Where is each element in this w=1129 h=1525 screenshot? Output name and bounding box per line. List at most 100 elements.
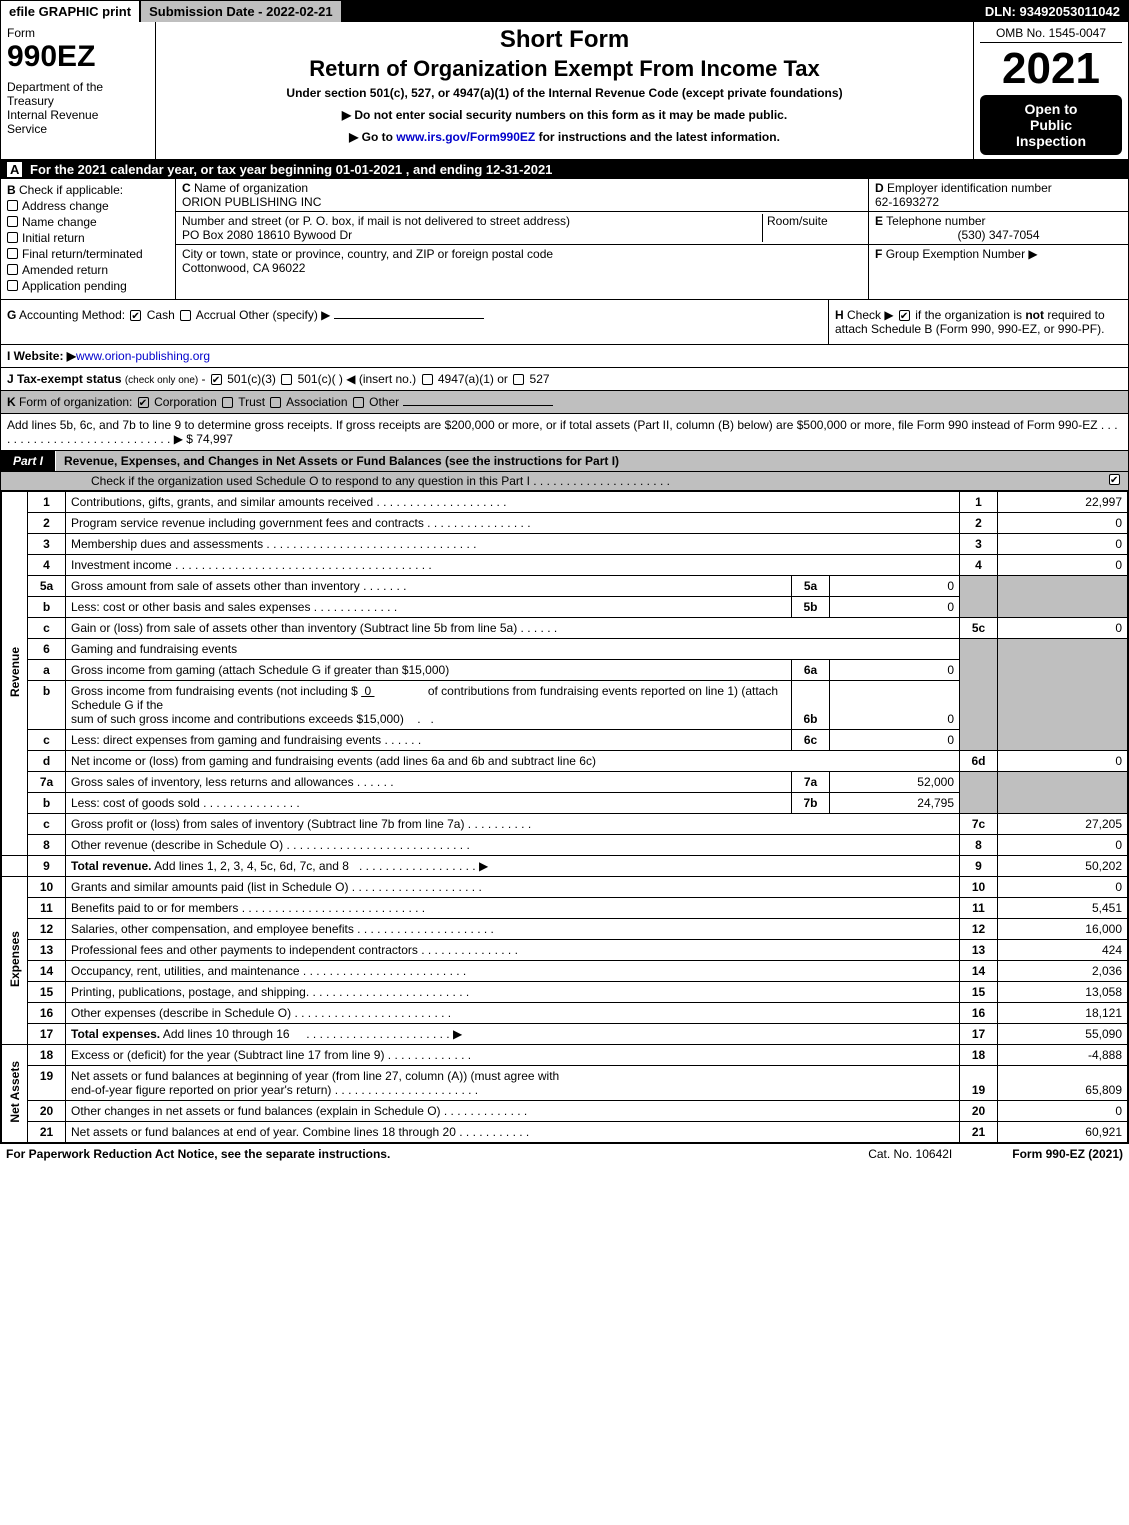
omb-number: OMB No. 1545-0047 [980,26,1122,43]
footer-mid: Cat. No. 10642I [868,1147,952,1161]
ln-16-desc: Other expenses (describe in Schedule O) … [66,1003,960,1024]
b-label: Check if applicable: [19,183,123,197]
ln-6a-desc: Gross income from gaming (attach Schedul… [66,660,792,681]
part-1-title: Revenue, Expenses, and Changes in Net As… [56,451,1128,471]
ln-21-ref: 21 [960,1122,998,1143]
submission-date: Submission Date - 2022-02-21 [141,1,343,22]
note-1: ▶ Do not enter social security numbers o… [162,108,967,122]
ln-18-val: -4,888 [998,1045,1128,1066]
chk-schedule-b[interactable] [899,310,910,321]
ln-6d-desc: Net income or (loss) from gaming and fun… [66,751,960,772]
top-bar: efile GRAPHIC print Submission Date - 20… [1,1,1128,22]
chk-501c3[interactable] [211,374,222,385]
row-l: Add lines 5b, 6c, and 7b to line 9 to de… [1,414,1128,451]
part-1-sub: Check if the organization used Schedule … [1,472,1128,491]
ln-17-desc: Total expenses. Add lines 10 through 16 … [66,1024,960,1045]
subtitle: Under section 501(c), 527, or 4947(a)(1)… [162,86,967,100]
ln-20-ref: 20 [960,1101,998,1122]
chk-final-return[interactable] [7,248,18,259]
ln-6b-val: 0 [830,681,960,730]
ln-6d-ref: 6d [960,751,998,772]
chk-association[interactable] [270,397,281,408]
col-def: D Employer identification number 62-1693… [868,179,1128,299]
ln-20-val: 0 [998,1101,1128,1122]
chk-schedule-o-part1[interactable] [1109,474,1120,485]
ln-7a-desc: Gross sales of inventory, less returns a… [66,772,792,793]
ln-6-desc: Gaming and fundraising events [66,639,960,660]
ln-7b-val: 24,795 [830,793,960,814]
ln-17-ref: 17 [960,1024,998,1045]
b-item-3: Final return/terminated [22,247,143,261]
ln-11-ref: 11 [960,898,998,919]
ln-2-val: 0 [998,513,1128,534]
ln-7a-ref: 7a [792,772,830,793]
b-item-1: Name change [22,215,97,229]
col-c: C Name of organization ORION PUBLISHING … [176,179,868,299]
row-g: G Accounting Method: Cash Accrual Other … [1,300,828,345]
chk-initial-return[interactable] [7,232,18,243]
ln-2-desc: Program service revenue including govern… [66,513,960,534]
header-right: OMB No. 1545-0047 2021 Open toPublicInsp… [973,22,1128,159]
chk-501c[interactable] [281,374,292,385]
ln-1-ref: 1 [960,492,998,513]
c-addr-label: Number and street (or P. O. box, if mail… [182,214,570,228]
section-bcdef: B Check if applicable: Address change Na… [1,179,1128,300]
irs-link[interactable]: www.irs.gov/Form990EZ [396,130,535,144]
chk-other-org[interactable] [353,397,364,408]
form-word: Form [7,26,149,40]
department: Department of theTreasuryInternal Revenu… [7,80,149,136]
ln-12-desc: Salaries, other compensation, and employ… [66,919,960,940]
part-1-header: Part I Revenue, Expenses, and Changes in… [1,451,1128,472]
chk-address-change[interactable] [7,200,18,211]
ln-19-desc: Net assets or fund balances at beginning… [66,1066,960,1101]
ln-6b-desc: Gross income from fundraising events (no… [66,681,792,730]
ln-6d-val: 0 [998,751,1128,772]
ln-19-val: 65,809 [998,1066,1128,1101]
ln-14-val: 2,036 [998,961,1128,982]
ln-7c-desc: Gross profit or (loss) from sales of inv… [66,814,960,835]
chk-accrual[interactable] [180,310,191,321]
header: Form 990EZ Department of theTreasuryInte… [1,22,1128,160]
chk-cash[interactable] [130,310,141,321]
chk-4947[interactable] [422,374,433,385]
chk-application-pending[interactable] [7,280,18,291]
ln-5c-ref: 5c [960,618,998,639]
d-label: Employer identification number [887,181,1052,195]
row-i: I Website: ▶www.orion-publishing.org [1,345,1128,368]
ln-10-val: 0 [998,877,1128,898]
ln-8-ref: 8 [960,835,998,856]
chk-trust[interactable] [222,397,233,408]
ln-7a-val: 52,000 [830,772,960,793]
efile-label[interactable]: efile GRAPHIC print [1,1,141,22]
form-container: efile GRAPHIC print Submission Date - 20… [0,0,1129,1144]
chk-name-change[interactable] [7,216,18,227]
b-item-4: Amended return [22,263,108,277]
footer: For Paperwork Reduction Act Notice, see … [0,1144,1129,1164]
ln-5a-desc: Gross amount from sale of assets other t… [66,576,792,597]
ln-5a-val: 0 [830,576,960,597]
ln-7b-ref: 7b [792,793,830,814]
ln-7b-desc: Less: cost of goods sold . . . . . . . .… [66,793,792,814]
chk-corporation[interactable] [138,397,149,408]
chk-527[interactable] [513,374,524,385]
expenses-label: Expenses [2,877,28,1045]
ln-4-val: 0 [998,555,1128,576]
org-city: Cottonwood, CA 96022 [182,261,862,275]
ln-6c-ref: 6c [792,730,830,751]
ln-8-val: 0 [998,835,1128,856]
row-a-text: For the 2021 calendar year, or tax year … [30,162,552,177]
ln-9-val: 50,202 [998,856,1128,877]
ln-15-val: 13,058 [998,982,1128,1003]
ln-5b-val: 0 [830,597,960,618]
ln-12-ref: 12 [960,919,998,940]
ln-14-desc: Occupancy, rent, utilities, and maintena… [66,961,960,982]
ln-13-ref: 13 [960,940,998,961]
ln-3-ref: 3 [960,534,998,555]
ln-20-desc: Other changes in net assets or fund bala… [66,1101,960,1122]
website-link[interactable]: www.orion-publishing.org [76,349,210,363]
ln-7c-val: 27,205 [998,814,1128,835]
ln-10-ref: 10 [960,877,998,898]
part-1-table: Revenue 1 Contributions, gifts, grants, … [1,491,1128,1143]
header-left: Form 990EZ Department of theTreasuryInte… [1,22,156,159]
chk-amended-return[interactable] [7,264,18,275]
